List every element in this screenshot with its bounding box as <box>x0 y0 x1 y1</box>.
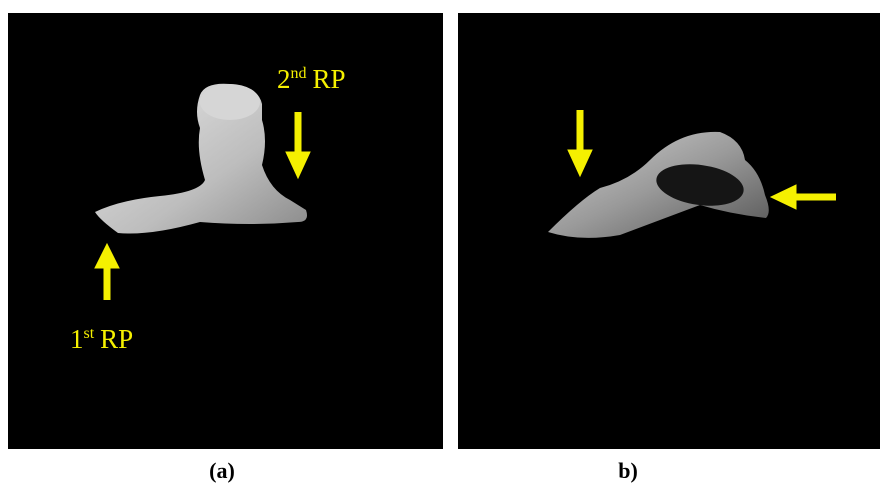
panel-label: b) <box>618 458 638 483</box>
image-background <box>8 13 443 449</box>
annotation-text: RP <box>100 324 133 354</box>
annotation-text: RP <box>313 64 346 94</box>
ordinal: 2 <box>277 64 291 94</box>
specimen-cap <box>200 84 260 120</box>
ordinal: 1 <box>70 324 84 354</box>
figure: 2nd RP 1st RP (a) b) <box>0 0 889 483</box>
suffix: nd <box>291 65 307 82</box>
panel-a: 2nd RP 1st RP (a) <box>8 13 443 483</box>
image-background <box>458 13 880 449</box>
panel-b: b) <box>458 13 880 483</box>
annotation: 1st RP <box>70 324 133 354</box>
panel-label: (a) <box>209 458 235 483</box>
suffix: st <box>84 325 95 342</box>
